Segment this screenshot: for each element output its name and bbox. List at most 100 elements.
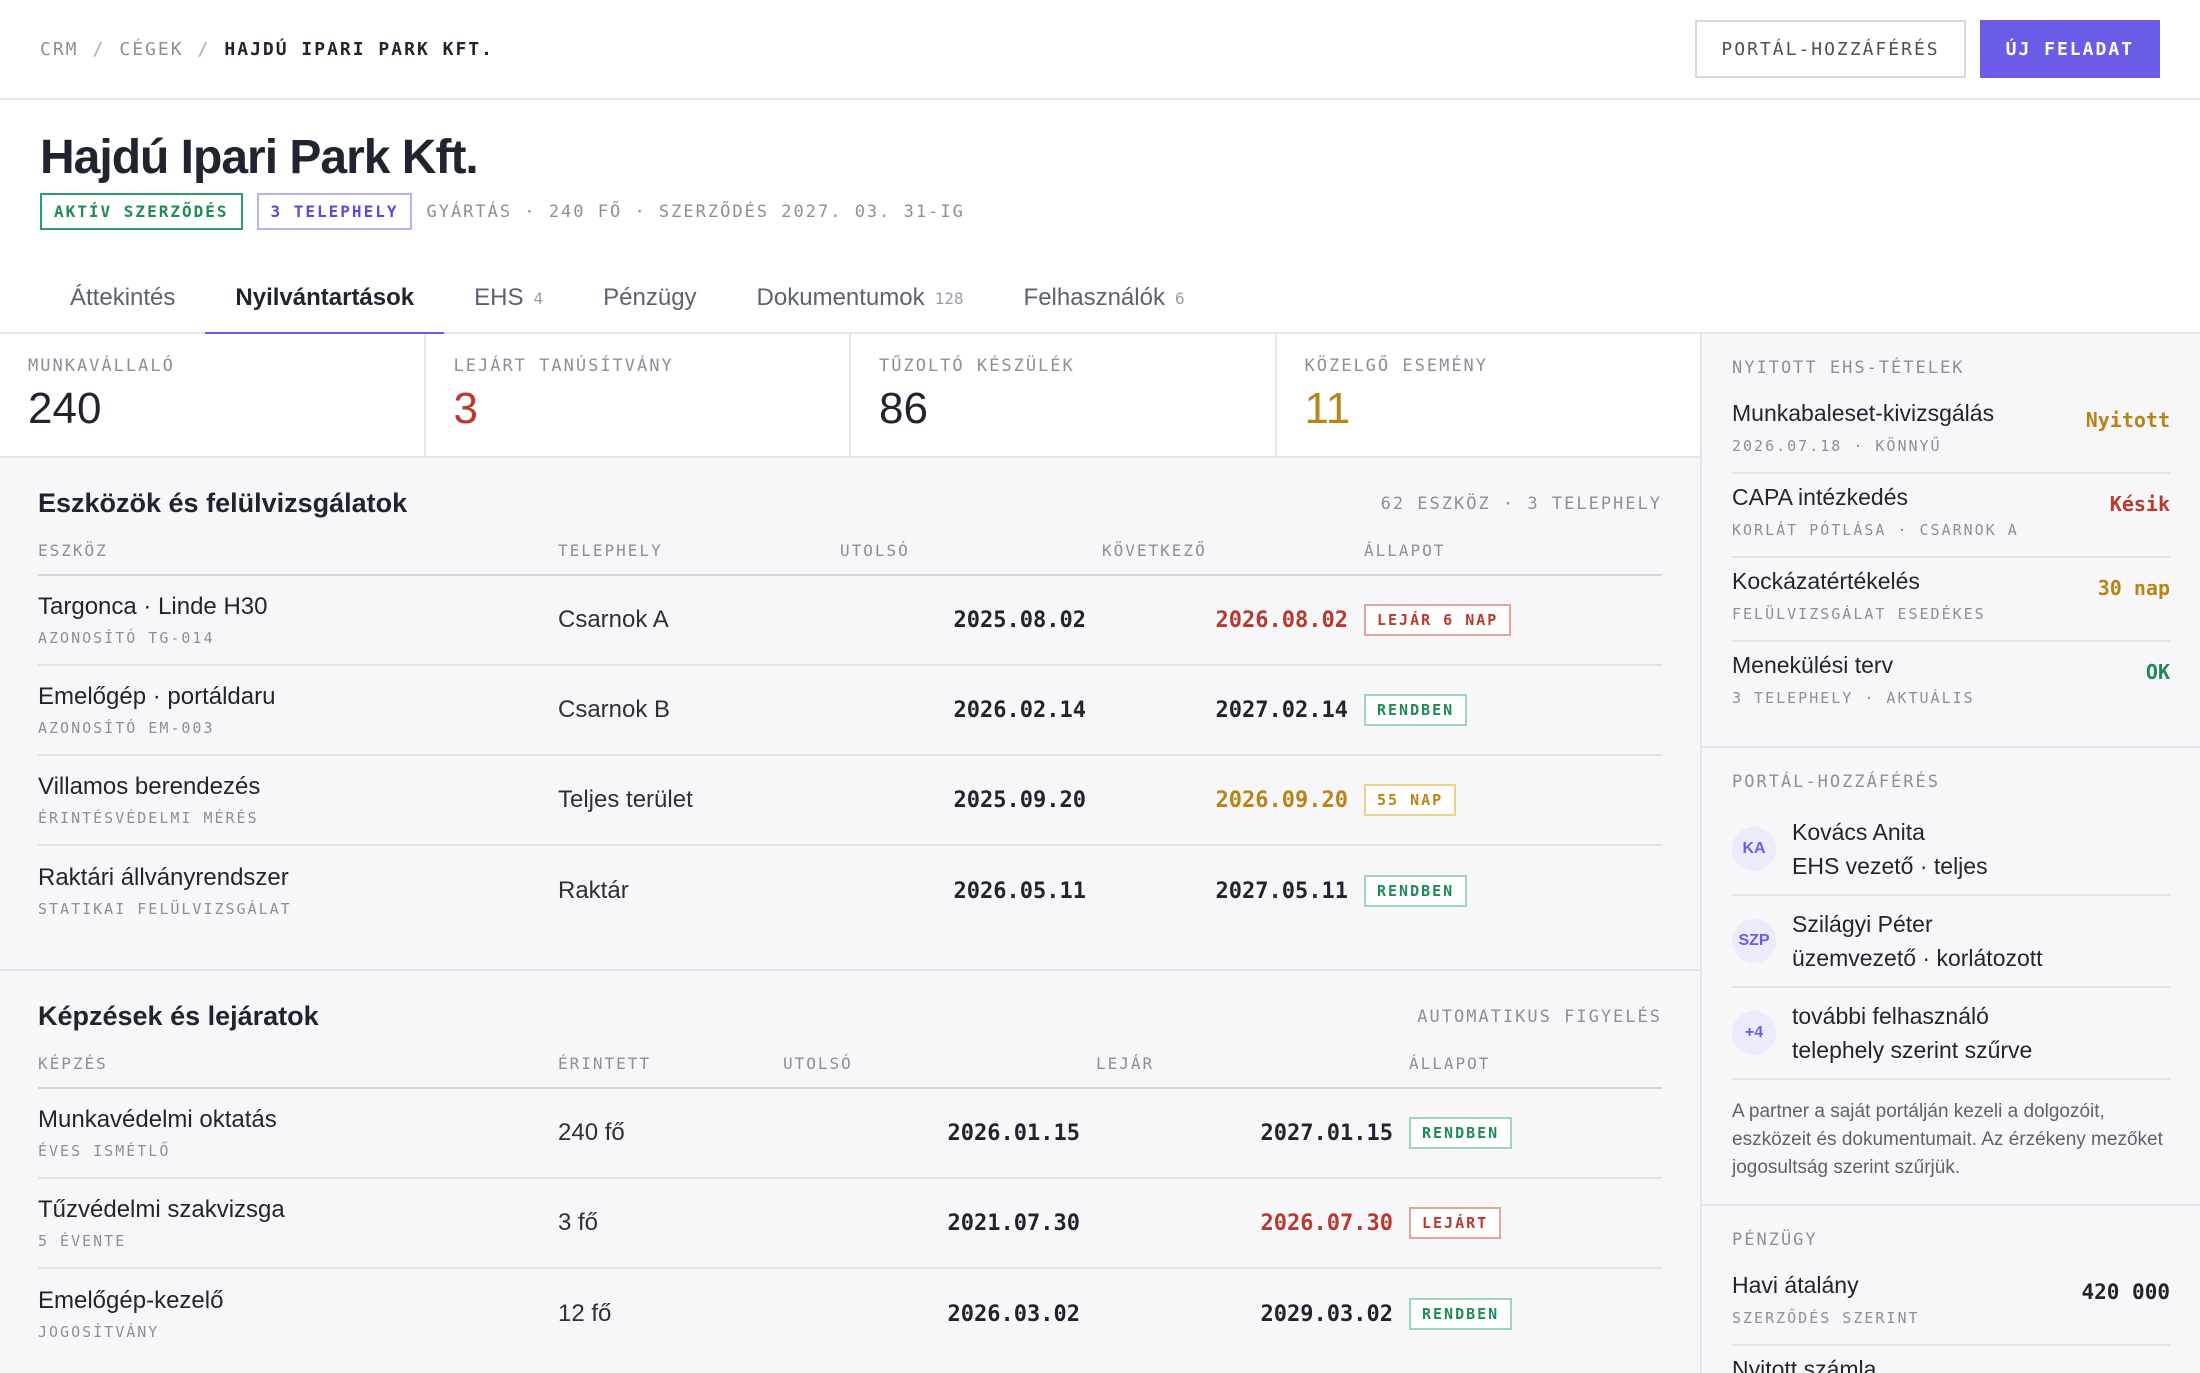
ehs-item-status: Késik (2109, 492, 2170, 516)
company-meta-text: GYÁRTÁS · 240 FŐ · SZERZŐDÉS 2027. 03. 3… (426, 201, 965, 222)
sidebar-section-label: NYITOTT EHS-TÉTELEK (1732, 358, 1965, 378)
tab-label: Áttekintés (70, 284, 176, 311)
breadcrumb-separator: / (92, 38, 106, 60)
ehs-item-sub: 2026.07.18 · KÖNNYŰ (1732, 437, 1942, 455)
asset-id: AZONOSÍTÓ EM-003 (38, 719, 215, 737)
ehs-item-status: Nyitott (2085, 408, 2170, 432)
finance-item-value: 420 000 (2081, 1280, 2170, 1304)
tab-ehs[interactable]: EHS 4 (444, 262, 573, 334)
stat-value: 3 (453, 384, 478, 433)
status-badge: RENDBEN (1409, 1298, 1513, 1330)
tab-count: 6 (1174, 288, 1185, 308)
stat-upcoming-events: KÖZELGŐ ESEMÉNY 11 (1277, 334, 1701, 456)
table-header: KÉPZÉS ÉRINTETT UTOLSÓ LEJÁR ÁLLAPOT (38, 1054, 1662, 1089)
table-row[interactable]: Raktári állványrendszer STATIKAI FELÜLVIZ… (38, 846, 1662, 936)
training-people: 3 fő (558, 1209, 599, 1236)
finance-item[interactable]: Nyitott számla (1732, 1346, 2170, 1373)
tab-users[interactable]: Felhasználók 6 (994, 262, 1215, 334)
training-name: Munkavédelmi oktatás (38, 1106, 277, 1133)
asset-site: Csarnok A (558, 606, 669, 633)
portal-user[interactable]: KA Kovács Anita EHS vezető · teljes (1732, 804, 2170, 896)
portal-note: A partner a saját portálján kezeli a dol… (1732, 1101, 2163, 1178)
tab-documents[interactable]: Dokumentumok 128 (727, 262, 994, 334)
column-header[interactable]: KÖVETKEZŐ (1102, 541, 1207, 560)
stat-value: 11 (1304, 384, 1351, 433)
column-header[interactable]: ÁLLAPOT (1409, 1054, 1491, 1073)
column-header[interactable]: LEJÁR (1096, 1054, 1155, 1073)
stat-value: 86 (879, 384, 928, 433)
finance-item[interactable]: Havi átalány SZERZŐDÉS SZERINT 420 000 (1732, 1262, 2170, 1346)
section-title: Képzések és lejáratok (38, 1001, 319, 1031)
finance-item-title: Nyitott számla (1732, 1356, 1877, 1373)
header-actions: PORTÁL-HOZZÁFÉRÉS ÚJ FELADAT (1695, 20, 2160, 78)
table-row[interactable]: Tűzvédelmi szakvizsga 5 ÉVENTE 3 fő 2021.… (38, 1179, 1662, 1269)
tab-count: 128 (934, 288, 964, 308)
asset-id: STATIKAI FELÜLVIZSGÁLAT (38, 900, 292, 918)
new-task-button[interactable]: ÚJ FELADAT (1979, 20, 2160, 78)
asset-next-date: 2026.08.02 (1215, 607, 1348, 633)
portal-user-more[interactable]: +4 további felhasználó telephely szerint … (1732, 988, 2170, 1080)
assets-table: ESZKÖZ TELEPHELY UTOLSÓ KÖVETKEZŐ ÁLLAPO… (38, 541, 1662, 936)
stat-label: LEJÁRT TANÚSÍTVÁNY (453, 356, 674, 376)
column-header[interactable]: UTOLSÓ (783, 1054, 853, 1073)
column-header[interactable]: ÉRINTETT (558, 1054, 652, 1073)
tab-overview[interactable]: Áttekintés (40, 262, 205, 334)
avatar: +4 (1732, 1011, 1776, 1055)
tab-label: EHS (474, 284, 524, 311)
asset-site: Csarnok B (558, 696, 671, 723)
column-header[interactable]: UTOLSÓ (840, 541, 910, 560)
avatar: KA (1732, 827, 1776, 871)
ehs-item[interactable]: Menekülési terv 3 TELEPHELY · AKTUÁLIS OK (1732, 642, 2170, 726)
column-header[interactable]: ESZKÖZ (38, 541, 108, 560)
column-header[interactable]: ÁLLAPOT (1364, 541, 1446, 560)
tab-bar: Áttekintés Nyilvántartások EHS 4 Pénzügy … (0, 262, 2200, 336)
ehs-open-items: NYITOTT EHS-TÉTELEK Munkabaleset-kivizsg… (1702, 334, 2200, 746)
tab-records[interactable]: Nyilvántartások (205, 262, 444, 336)
table-row[interactable]: Munkavédelmi oktatás ÉVES ISMÉTLŐ 240 fő … (38, 1089, 1662, 1179)
ehs-item-title: Munkabaleset-kivizsgálás (1732, 400, 1995, 426)
column-header[interactable]: TELEPHELY (558, 541, 663, 560)
asset-id: AZONOSÍTÓ TG-014 (38, 629, 215, 647)
trainings-table: KÉPZÉS ÉRINTETT UTOLSÓ LEJÁR ÁLLAPOT Mun… (38, 1054, 1662, 1359)
table-row[interactable]: Villamos berendezés ÉRINTÉSVÉDELMI MÉRÉS … (38, 756, 1662, 846)
asset-site: Teljes terület (558, 786, 693, 813)
portal-user[interactable]: SZP Szilágyi Péter üzemvezető · korlátozo… (1732, 896, 2170, 988)
table-row[interactable]: Emelőgép · portáldaru AZONOSÍTÓ EM-003 Cs… (38, 666, 1662, 756)
ehs-item[interactable]: CAPA intézkedés KORLÁT PÓTLÁSA · CSARNOK … (1732, 474, 2170, 558)
status-badge: 55 NAP (1364, 784, 1457, 816)
sites-badge: 3 TELEPHELY (256, 193, 413, 230)
breadcrumb-companies[interactable]: CÉGEK (119, 38, 184, 60)
tab-finance[interactable]: Pénzügy (573, 262, 726, 334)
stat-label: KÖZELGŐ ESEMÉNY (1304, 356, 1489, 376)
portal-access-button[interactable]: PORTÁL-HOZZÁFÉRÉS (1695, 20, 1966, 78)
ehs-item[interactable]: Munkabaleset-kivizsgálás 2026.07.18 · KÖN… (1732, 390, 2170, 474)
training-frequency: ÉVES ISMÉTLŐ (38, 1142, 171, 1160)
asset-name: Villamos berendezés (38, 773, 261, 800)
assets-section: Eszközök és felülvizsgálatok 62 ESZKÖZ ·… (0, 458, 1700, 969)
table-row[interactable]: Emelőgép-kezelő JOGOSÍTVÁNY 12 fő 2026.03… (38, 1269, 1662, 1359)
tab-count: 4 (533, 288, 544, 308)
asset-id: ÉRINTÉSVÉDELMI MÉRÉS (38, 809, 259, 827)
asset-last-date: 2026.05.11 (953, 878, 1086, 904)
section-meta: AUTOMATIKUS FIGYELÉS (1417, 1006, 1662, 1027)
stats-row: MUNKAVÁLLALÓ 240 LEJÁRT TANÚSÍTVÁNY 3 TŰ… (0, 334, 1700, 458)
asset-next-date: 2026.09.20 (1215, 787, 1348, 813)
main-content: MUNKAVÁLLALÓ 240 LEJÁRT TANÚSÍTVÁNY 3 TŰ… (0, 334, 1700, 1373)
breadcrumb-crm[interactable]: CRM (40, 38, 79, 60)
sidebar-section-label: PORTÁL-HOZZÁFÉRÉS (1732, 772, 1940, 792)
asset-last-date: 2025.09.20 (953, 787, 1086, 813)
user-role: EHS vezető · teljes (1792, 853, 1988, 879)
contract-status-badge: AKTÍV SZERZŐDÉS (40, 193, 243, 230)
tab-label: Nyilvántartások (235, 284, 415, 311)
stat-value: 240 (28, 384, 102, 433)
user-role: üzemvezető · korlátozott (1792, 945, 2043, 971)
asset-last-date: 2025.08.02 (953, 607, 1086, 633)
ehs-item[interactable]: Kockázatértékelés FELÜLVIZSGÁLAT ESEDÉKES… (1732, 558, 2170, 642)
trainings-section: Képzések és lejáratok AUTOMATIKUS FIGYEL… (0, 969, 1700, 1373)
sidebar: NYITOTT EHS-TÉTELEK Munkabaleset-kivizsg… (1700, 334, 2200, 1373)
column-header[interactable]: KÉPZÉS (38, 1054, 108, 1073)
sidebar-section-label: PÉNZÜGY (1732, 1230, 1818, 1250)
training-expiry-date: 2026.07.30 (1260, 1210, 1393, 1236)
table-row[interactable]: Targonca · Linde H30 AZONOSÍTÓ TG-014 Csa… (38, 576, 1662, 666)
asset-name: Raktári állványrendszer (38, 864, 289, 891)
